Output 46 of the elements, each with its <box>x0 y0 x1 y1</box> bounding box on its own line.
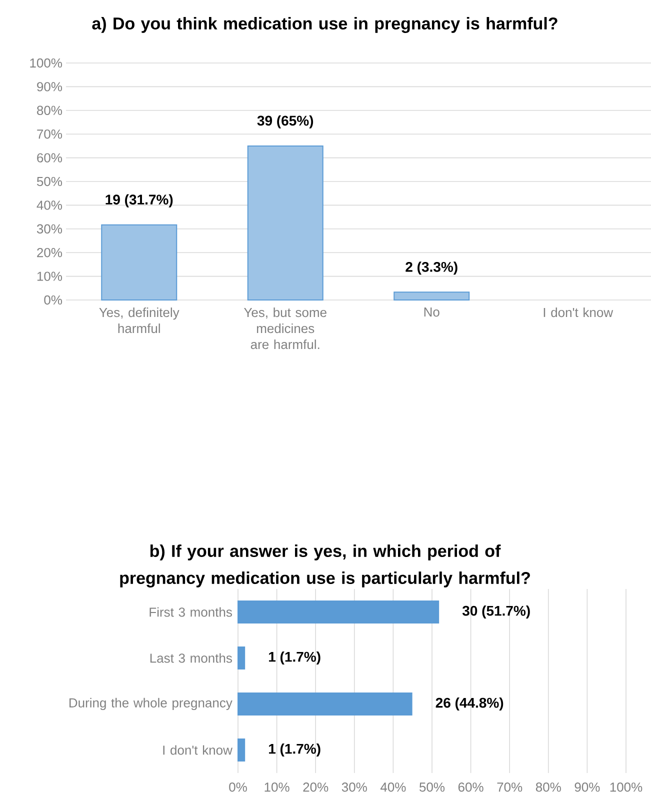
bar <box>247 145 324 300</box>
x-tick-label: 60% <box>458 782 484 792</box>
x-tick-label: 10% <box>264 782 290 792</box>
bar <box>237 646 246 670</box>
x-tick-label: 80% <box>536 782 561 792</box>
y-tick-label: First 3 months <box>150 607 232 617</box>
data-label: 30 (51.7%) <box>462 605 530 619</box>
bar <box>394 292 470 300</box>
y-tick-label: 100% <box>30 58 62 68</box>
data-label: 26 (44.8%) <box>436 697 504 711</box>
x-tick-label: 0% <box>229 782 247 792</box>
x-tick-label: 50% <box>420 782 445 792</box>
y-tick-label: 0% <box>44 295 62 305</box>
x-tick-label: No <box>424 308 440 317</box>
y-tick-label: 40% <box>36 200 62 210</box>
x-tick-label: 90% <box>574 782 600 792</box>
data-label: 1 (1.7%) <box>269 651 320 665</box>
bar <box>237 600 440 624</box>
y-tick-label: During the whole pregnancy <box>69 698 232 710</box>
x-tick-label: I don't know <box>544 308 614 318</box>
data-label: 1 (1.7%) <box>269 743 320 757</box>
y-tick-label: 70% <box>37 129 62 139</box>
data-label: 39 (65%) <box>257 115 314 128</box>
y-tick-label: I don't know <box>163 745 232 755</box>
x-tick-label: 70% <box>497 782 522 792</box>
x-tick-label: 30% <box>342 782 367 792</box>
y-tick-label: 10% <box>37 272 62 281</box>
y-tick-label: Last 3 months <box>150 653 232 663</box>
x-tick-label: 40% <box>380 782 406 792</box>
x-tick-label: Yes, but some medicines are harmful. <box>244 308 326 350</box>
y-tick-label: 90% <box>37 82 62 92</box>
x-tick-label: 100% <box>610 782 642 792</box>
bar <box>237 738 246 762</box>
y-tick-label: 50% <box>36 176 62 186</box>
y-tick-label: 60% <box>37 153 62 162</box>
x-tick-label: 20% <box>303 782 328 792</box>
data-label: 2 (3.3%) <box>406 262 458 275</box>
bar <box>237 692 412 716</box>
y-tick-label: 20% <box>37 248 62 258</box>
data-label: 19 (31.7%) <box>106 194 173 208</box>
bar <box>101 224 178 300</box>
chart-title: b) If your answer is yes, in which period of pregnancy medication use is particularly harmful? <box>120 544 530 588</box>
chart-title: a) Do you think medication use in pregnancy is harmful? <box>92 17 558 33</box>
y-tick-label: 80% <box>37 106 62 116</box>
y-tick-label: 30% <box>36 224 62 234</box>
x-tick-label: Yes, definitely harmful <box>99 308 180 334</box>
